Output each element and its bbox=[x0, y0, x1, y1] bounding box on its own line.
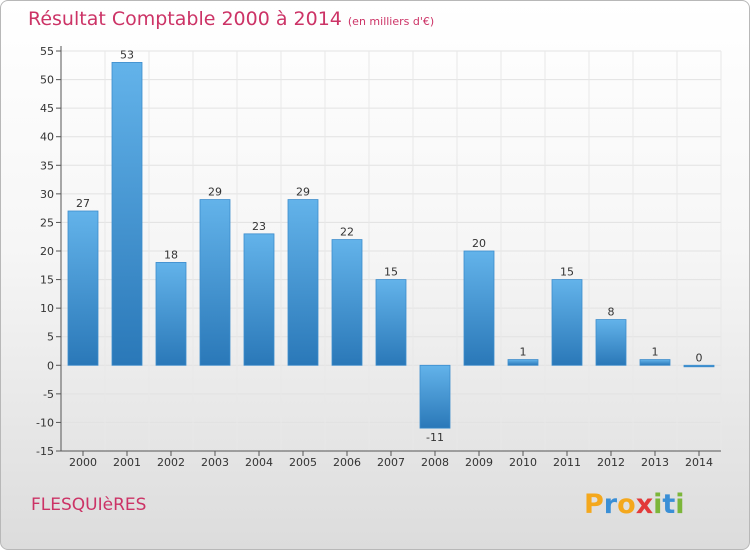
data-label: 1 bbox=[652, 346, 659, 359]
bars bbox=[67, 62, 715, 429]
chart-title: Résultat Comptable 2000 à 2014 (en millie… bbox=[28, 8, 434, 30]
bar bbox=[639, 359, 671, 366]
data-label: 15 bbox=[560, 266, 574, 279]
bar bbox=[331, 239, 363, 366]
bar bbox=[507, 359, 539, 366]
chart-title-text: Résultat Comptable 2000 à 2014 bbox=[28, 8, 342, 30]
y-tick-label: -15 bbox=[36, 445, 54, 458]
x-tick-label: 2000 bbox=[69, 456, 97, 469]
y-tick-label: -5 bbox=[43, 388, 54, 401]
bar bbox=[67, 210, 99, 366]
logo-letter: o bbox=[617, 489, 636, 520]
data-labels: 27 53 18 29 23 29 22 15 -11 20 1 15 8 1 0 bbox=[76, 48, 703, 444]
logo-letter: i bbox=[653, 489, 663, 520]
bar bbox=[463, 250, 495, 366]
y-tick-label: 45 bbox=[40, 102, 54, 115]
logo-letter: i bbox=[675, 489, 685, 520]
bar bbox=[287, 199, 319, 366]
data-label: 53 bbox=[120, 48, 134, 61]
bar bbox=[155, 262, 187, 366]
x-tick-label: 2002 bbox=[157, 456, 185, 469]
bar bbox=[243, 233, 275, 366]
data-label: 15 bbox=[384, 266, 398, 279]
logo-letter: P bbox=[584, 489, 604, 520]
axes bbox=[56, 46, 721, 456]
x-tick-label: 2013 bbox=[641, 456, 669, 469]
y-tick-label: 30 bbox=[40, 188, 54, 201]
x-tick-label: 2012 bbox=[597, 456, 625, 469]
y-tick-label: -10 bbox=[36, 416, 54, 429]
y-tick-label: 35 bbox=[40, 159, 54, 172]
data-label: 23 bbox=[252, 220, 266, 233]
y-tick-label: 20 bbox=[40, 245, 54, 258]
x-tick-label: 2004 bbox=[245, 456, 273, 469]
x-tick-label: 2001 bbox=[113, 456, 141, 469]
data-label: 18 bbox=[164, 248, 178, 261]
data-label: 22 bbox=[340, 226, 354, 239]
y-tick-label: 40 bbox=[40, 131, 54, 144]
logo-letter: t bbox=[662, 489, 676, 520]
y-tick-label: 25 bbox=[40, 216, 54, 229]
x-tick-label: 2009 bbox=[465, 456, 493, 469]
bar bbox=[375, 279, 407, 366]
x-tick-label: 2006 bbox=[333, 456, 361, 469]
logo-letter: r bbox=[603, 489, 618, 520]
x-tick-label: 2003 bbox=[201, 456, 229, 469]
chart-unit: (en milliers d'€) bbox=[347, 15, 435, 28]
x-tick-label: 2005 bbox=[289, 456, 317, 469]
x-tick-label: 2011 bbox=[553, 456, 581, 469]
bar bbox=[111, 62, 143, 366]
data-label: -11 bbox=[426, 431, 444, 444]
bar bbox=[551, 279, 583, 366]
bar bbox=[595, 319, 627, 366]
x-tick-label: 2014 bbox=[685, 456, 713, 469]
x-tick-labels: 2000 2001 2002 2003 2004 2005 2006 2007 2008 2009… bbox=[69, 456, 713, 469]
data-label: 0 bbox=[696, 351, 703, 364]
y-tick-label: 50 bbox=[40, 74, 54, 87]
commune-name: FLESQUIèRES bbox=[31, 495, 147, 515]
data-label: 29 bbox=[296, 186, 310, 199]
bar bbox=[419, 364, 451, 429]
y-tick-label: 15 bbox=[40, 274, 54, 287]
data-label: 1 bbox=[520, 346, 527, 359]
data-label: 29 bbox=[208, 186, 222, 199]
y-tick-label: 55 bbox=[40, 45, 54, 58]
y-tick-label: 0 bbox=[47, 359, 54, 372]
y-tick-label: 5 bbox=[47, 331, 54, 344]
y-tick-label: 10 bbox=[40, 302, 54, 315]
bar bbox=[199, 199, 231, 366]
data-label: 20 bbox=[472, 237, 486, 250]
grid-lines bbox=[60, 50, 722, 452]
bar bbox=[683, 364, 715, 368]
logo-letter: x bbox=[635, 489, 654, 520]
x-tick-label: 2010 bbox=[509, 456, 537, 469]
data-label: 8 bbox=[608, 306, 615, 319]
x-tick-label: 2007 bbox=[377, 456, 405, 469]
proxiti-logo[interactable]: Proxiti bbox=[584, 489, 685, 520]
data-label: 27 bbox=[76, 197, 90, 210]
x-tick-label: 2008 bbox=[421, 456, 449, 469]
